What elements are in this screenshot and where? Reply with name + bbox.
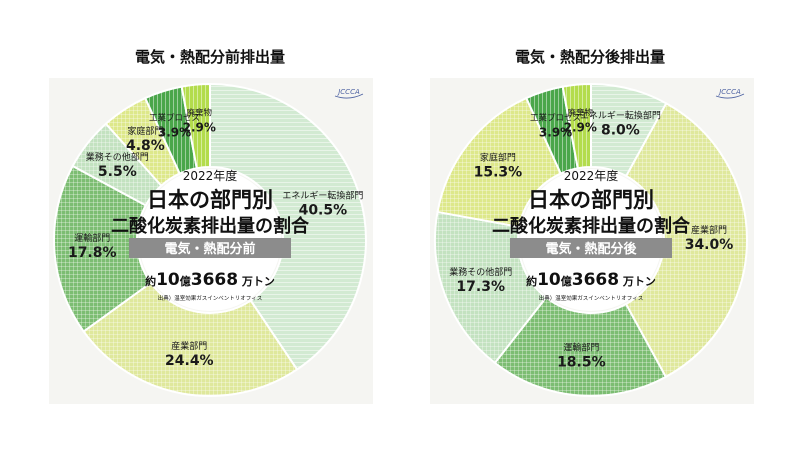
slice-name-0: エネルギー転換部門: [282, 190, 363, 202]
slice-label-5: 工業プロセス 3.9%: [149, 112, 200, 139]
slice-value-6: 2.9%: [183, 120, 216, 134]
slice-label-6: 廃棄物 2.9%: [183, 107, 216, 134]
slice-6: [561, 82, 592, 170]
slice-name-0: エネルギー転換部門: [580, 110, 661, 122]
center-badge: 電気・熱配分前: [164, 241, 255, 257]
slice-value-6: 2.9%: [564, 120, 597, 134]
center-title-line2: 二酸化炭素排出量の割合: [111, 215, 310, 237]
chart-panel-before: エネルギー転換部門 40.5% 産業部門 24.4% 運輸部門 17.8% 業務その他部門 5…: [49, 78, 373, 404]
center-year: 2022年度: [183, 168, 238, 183]
slice-name-1: 産業部門: [691, 224, 727, 236]
slice-name-5: 工業プロセス: [530, 112, 581, 123]
slice-label-5: 工業プロセス 3.9%: [530, 112, 581, 139]
center-badge-bg: [129, 238, 291, 258]
slice-value-1: 34.0%: [685, 237, 734, 253]
slice-1: [82, 281, 299, 397]
slice-0: [209, 82, 367, 371]
slice-name-2: 運輸部門: [74, 232, 110, 244]
slice-value-1: 24.4%: [165, 353, 214, 369]
slice-name-2: 運輸部門: [563, 342, 599, 354]
slice-value-2: 18.5%: [557, 355, 606, 371]
slice-value-4: 4.8%: [126, 138, 165, 154]
slice-name-3: 業務その他部門: [449, 266, 512, 278]
slice-value-0: 8.0%: [601, 123, 640, 139]
slice-name-4: 家庭部門: [127, 125, 163, 137]
logo-swoosh: [334, 93, 364, 99]
slice-name-3: 業務その他部門: [86, 151, 149, 163]
slice-value-5: 3.9%: [158, 125, 191, 139]
center-title-line1: 日本の部門別: [528, 188, 654, 212]
slice-2: [493, 296, 668, 397]
slice-name-1: 産業部門: [171, 340, 207, 352]
center-badge: 電気・熱配分後: [545, 241, 637, 257]
center-source: 出典）温室効果ガスインベントリオフィス: [539, 294, 643, 302]
slice-4: [436, 96, 563, 229]
chart-title-before: 電気・熱配分前排出量: [134, 48, 285, 66]
slice-name-5: 工業プロセス: [149, 112, 200, 123]
slice-1: [624, 101, 748, 379]
slice-value-0: 40.5%: [299, 203, 348, 219]
slice-name-6: 廃棄物: [186, 107, 212, 118]
center-source: 出典）温室効果ガスインベントリオフィス: [158, 294, 262, 302]
chart-panel-after: エネルギー転換部門 8.0% 産業部門 34.0% 運輸部門 18.5% 業務その他部門 17…: [430, 78, 754, 404]
slice-value-3: 5.5%: [98, 164, 137, 180]
slice-6: [180, 82, 211, 170]
logo: JCCCA: [336, 88, 360, 96]
center-title-line1: 日本の部門別: [147, 188, 273, 212]
slice-name-6: 廃棄物: [567, 107, 593, 118]
center-total: 約10億3668 万トン: [145, 270, 275, 290]
logo-swoosh: [715, 93, 745, 99]
slice-label-6: 廃棄物 2.9%: [564, 107, 597, 134]
center-total: 約10億3668 万トン: [526, 270, 656, 290]
chart-title-after: 電気・熱配分後排出量: [514, 48, 665, 66]
slice-value-5: 3.9%: [539, 125, 572, 139]
logo: JCCCA: [717, 88, 741, 96]
center-title-line2: 二酸化炭素排出量の割合: [492, 215, 691, 237]
center-badge-bg: [510, 238, 672, 258]
slice-value-2: 17.8%: [68, 245, 117, 261]
slice-name-4: 家庭部門: [480, 151, 516, 163]
slice-value-3: 17.3%: [456, 279, 505, 295]
center-year: 2022年度: [564, 168, 619, 183]
slice-value-4: 15.3%: [474, 164, 523, 180]
slice-2: [53, 164, 153, 333]
